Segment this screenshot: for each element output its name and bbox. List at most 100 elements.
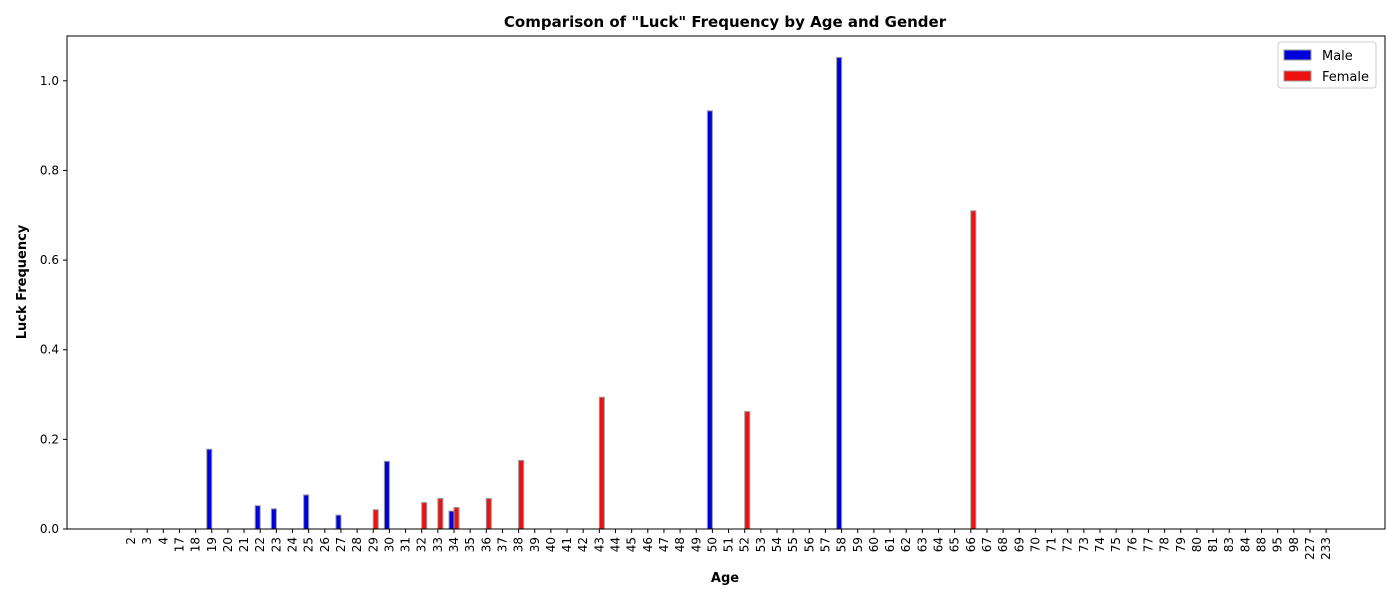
plot-frame (66, 35, 1386, 530)
x-tick-label: 59 (851, 537, 865, 552)
x-tick-label: 64 (932, 537, 946, 552)
male-bar-34 (448, 510, 455, 530)
female-bar-66 (970, 210, 977, 530)
y-tick-label: 0.2 (40, 432, 59, 446)
x-tick-label: 34 (447, 537, 461, 552)
x-tick-label: 74 (1093, 537, 1107, 552)
male-bar-50 (706, 110, 713, 530)
x-tick-label: 55 (786, 537, 800, 552)
x-tick-label: 79 (1174, 537, 1188, 552)
x-tick-label: 3 (140, 537, 154, 545)
x-tick-label: 31 (399, 537, 413, 552)
y-tick-label: 1.0 (40, 74, 59, 88)
x-tick-label: 58 (835, 537, 849, 552)
plot-area: 0.00.20.40.60.81.02 3 4 17 18 19 20 21 22 23 24 25 2… (40, 35, 1386, 560)
female-bar-32 (421, 502, 428, 530)
x-tick-label: 53 (754, 537, 768, 552)
x-tick-label: 72 (1061, 537, 1075, 552)
x-tick-label: 29 (366, 537, 380, 552)
female-bar-52 (744, 411, 751, 530)
x-tick-label: 80 (1190, 537, 1204, 552)
x-tick-label: 39 (528, 537, 542, 552)
x-tick-label: 84 (1238, 537, 1252, 552)
x-tick-label: 24 (286, 537, 300, 552)
x-tick-label: 17 (172, 537, 186, 552)
legend-label-female: Female (1322, 70, 1369, 85)
x-tick-label: 76 (1125, 537, 1139, 552)
chart-title: Comparison of "Luck" Frequency by Age an… (504, 13, 947, 31)
legend: Male Female (1277, 41, 1377, 89)
x-tick-label: 60 (867, 537, 881, 552)
x-tick-label: 37 (495, 537, 509, 552)
y-axis-label: Luck Frequency (15, 224, 30, 339)
x-tick-label: 2 (124, 537, 138, 545)
male-bar-19 (206, 448, 213, 530)
x-tick-label: 68 (996, 537, 1010, 552)
x-tick-label: 30 (382, 537, 396, 552)
x-tick-label: 65 (948, 537, 962, 552)
x-tick-label: 98 (1287, 537, 1301, 552)
x-tick-label: 83 (1222, 537, 1236, 552)
x-tick-label: 42 (576, 537, 590, 552)
x-tick-label: 38 (512, 537, 526, 552)
plot-background (67, 36, 1385, 529)
x-tick-label: 22 (253, 537, 267, 552)
legend-label-male: Male (1322, 49, 1353, 64)
x-tick-label: 26 (318, 537, 332, 552)
x-tick-label: 41 (560, 537, 574, 552)
x-tick-label: 56 (802, 537, 816, 552)
x-tick-label: 95 (1271, 537, 1285, 552)
x-tick-label: 233 (1319, 537, 1333, 560)
female-bar-33 (437, 498, 444, 530)
y-tick-label: 0.6 (40, 253, 59, 267)
x-tick-label: 77 (1141, 537, 1155, 552)
x-tick-label: 51 (722, 537, 736, 552)
x-tick-label: 25 (302, 537, 316, 552)
x-tick-label: 18 (189, 537, 203, 552)
female-bar-38 (518, 459, 525, 530)
x-tick-label: 23 (269, 537, 283, 552)
x-tick-label: 57 (818, 537, 832, 552)
x-tick-label: 19 (205, 537, 219, 552)
x-tick-label: 88 (1255, 537, 1269, 552)
x-tick-label: 52 (738, 537, 752, 552)
x-tick-label: 67 (980, 537, 994, 552)
x-tick-label: 27 (334, 537, 348, 552)
x-tick-label: 46 (641, 537, 655, 552)
x-tick-label: 54 (770, 537, 784, 552)
x-tick-label: 45 (625, 537, 639, 552)
x-tick-label: 20 (221, 537, 235, 552)
x-tick-label: 44 (609, 537, 623, 552)
x-tick-label: 33 (431, 537, 445, 552)
x-tick-label: 78 (1158, 537, 1172, 552)
female-bar-36 (485, 498, 492, 530)
male-bar-25 (303, 494, 310, 530)
y-tick-label: 0.4 (40, 343, 59, 357)
x-tick-label: 69 (1012, 537, 1026, 552)
x-tick-label: 32 (415, 537, 429, 552)
x-tick-label: 63 (915, 537, 929, 552)
x-tick-label: 49 (689, 537, 703, 552)
x-tick-label: 35 (463, 537, 477, 552)
female-bar-34 (453, 506, 460, 530)
legend-swatch-female (1283, 70, 1312, 82)
x-tick-label: 43 (592, 537, 606, 552)
x-tick-label: 4 (156, 537, 170, 545)
y-tick-label: 0.0 (40, 522, 59, 536)
male-bar-58 (836, 57, 843, 530)
x-tick-label: 28 (350, 537, 364, 552)
legend-swatch-male (1283, 49, 1312, 61)
x-tick-label: 48 (673, 537, 687, 552)
x-tick-label: 40 (544, 537, 558, 552)
x-tick-label: 62 (899, 537, 913, 552)
x-axis-label: Age (711, 571, 739, 586)
x-tick-label: 66 (964, 537, 978, 552)
x-tick-label: 61 (883, 537, 897, 552)
x-tick-label: 70 (1028, 537, 1042, 552)
x-tick-label: 21 (237, 537, 251, 552)
x-tick-label: 227 (1303, 537, 1317, 560)
y-tick-label: 0.8 (40, 163, 59, 177)
x-tick-label: 81 (1206, 537, 1220, 552)
